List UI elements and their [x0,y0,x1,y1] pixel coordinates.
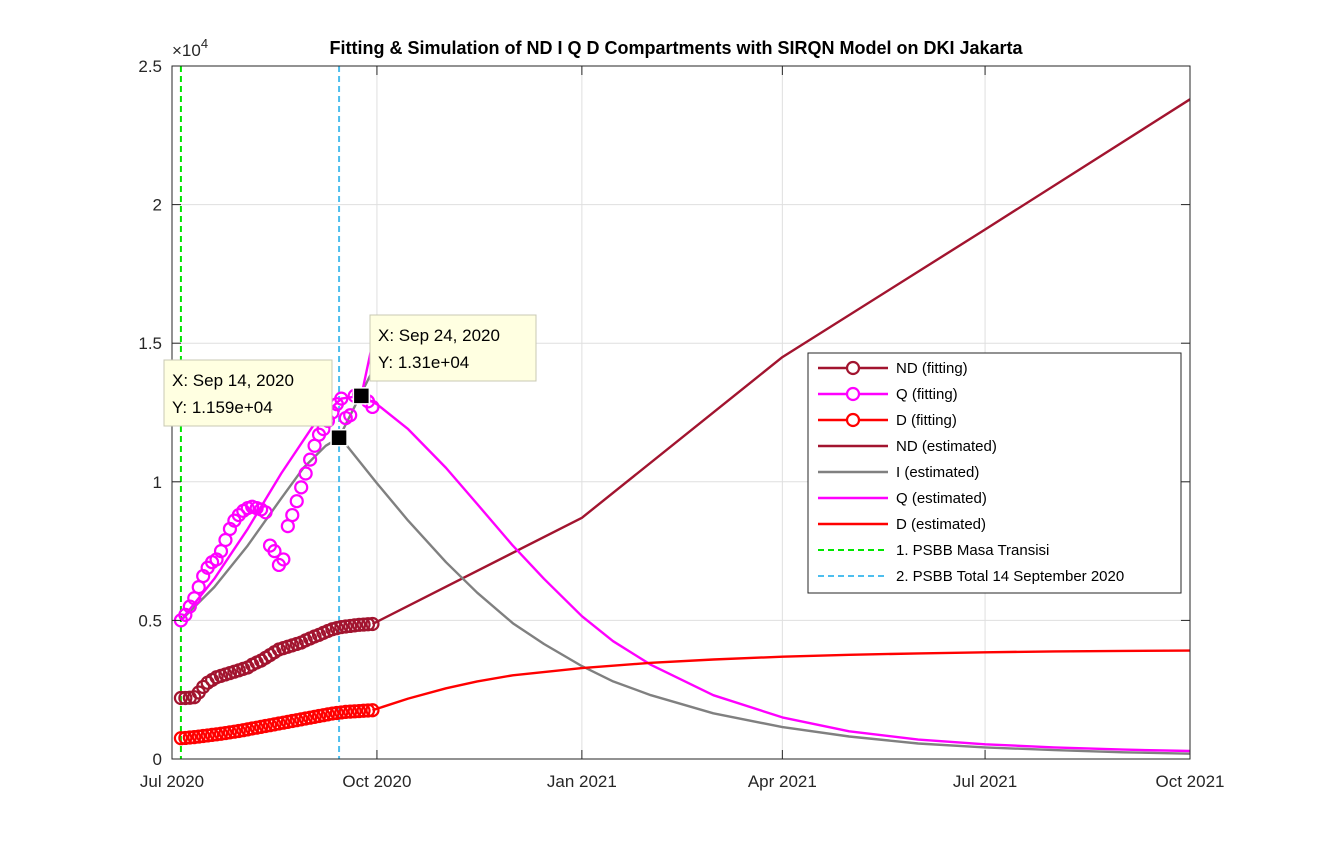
y-tick-label: 1.5 [138,334,162,353]
data-point [303,452,318,467]
legend-2-psbb-total-14-september-2020-label: 2. PSBB Total 14 September 2020 [896,568,1124,585]
datatip-y-label: Y: 1.159e+04 [172,398,273,417]
data-point [365,399,380,415]
y-tick-label: 0.5 [138,611,162,630]
data-point [360,703,376,718]
data-point [343,704,358,719]
datatip-x-label: X: Sep 14, 2020 [172,371,294,390]
data-point [365,616,380,632]
data-point [276,552,291,567]
legend-d-estimated-label: D (estimated) [896,516,986,533]
legend-1-psbb-masa-transisi-label: 1. PSBB Masa Transisi [896,542,1049,559]
data-point [334,391,349,406]
data-point [347,704,362,719]
datatip-box [163,359,333,427]
legend-q-estimated-label: Q (estimated) [896,490,987,507]
data-point [343,408,358,423]
data-point [231,507,246,523]
x-tick-label: Jan 2021 [547,772,617,791]
series-line-q-estimated [179,394,1191,753]
series-markers-nd-fitting [173,616,380,706]
data-point [289,494,304,509]
data-point [298,466,313,481]
data-point [285,507,300,523]
series-markers-d-fitting [173,703,380,746]
data-point [360,617,376,632]
y-tick-label: 0 [153,750,162,769]
y-exponent-base: ×10 [172,41,201,60]
x-tick-label: Apr 2021 [748,772,817,791]
y-tick-label: 2.5 [138,57,162,76]
x-tick-label: Oct 2021 [1156,772,1225,791]
legend-q-fitting-label: Q (fitting) [896,386,958,403]
axis-ticks: Jul 2020 Oct 2020 Jan 2021 Apr 2021 Jul 2021… [138,57,1224,791]
legend-nd-estimated-label: ND (estimated) [896,438,997,455]
data-point [356,617,371,632]
datatip-marker [352,387,371,405]
data-point [258,505,273,520]
chart-title: Fitting & Simulation of ND I Q D Compart… [329,38,1023,58]
data-point [356,703,371,718]
y-exponent-power: 4 [201,36,208,51]
data-tips: X: Sep 14, 2020 Y: 1.159e+04 X: Sep 24, 20… [163,314,537,447]
datatip-y-label: Y: 1.31e+04 [378,353,469,372]
series-line-d-estimated [372,649,1191,712]
data-point [352,617,367,632]
legend-d-fitting-marker [845,412,861,428]
x-tick-label: Jul 2020 [140,772,204,791]
legend-nd-fitting-marker [845,360,861,376]
data-point [352,703,367,719]
data-point [294,480,309,495]
data-point [196,679,211,695]
data-point [338,704,353,719]
data-point [267,543,282,559]
y-tick-label: 1 [153,473,162,492]
legend-i-estimated-label: I (estimated) [896,464,979,481]
data-point [365,703,380,718]
y-tick-label: 2 [153,196,162,215]
x-tick-label: Jul 2021 [953,772,1017,791]
legend-nd-fitting-label: ND (fitting) [896,360,968,377]
datatip-x-label: X: Sep 24, 2020 [378,326,500,345]
data-point [182,730,197,745]
vertical-reference-lines [179,66,341,759]
legend-q-fitting-marker [845,386,861,402]
x-tick-label: Oct 2020 [342,772,411,791]
data-point [173,690,189,706]
y-exponent-label: ×104 [172,36,208,60]
datatip-box [369,314,537,382]
data-point [173,731,189,746]
legend: ND (fitting) Q (fitting) D (fitting) ND (es… [807,352,1182,594]
data-point [178,690,193,706]
data-point [178,730,193,746]
datatip-marker [330,428,348,447]
series-line-nd-estimated [371,98,1191,626]
legend-d-fitting-label: D (fitting) [896,412,957,429]
